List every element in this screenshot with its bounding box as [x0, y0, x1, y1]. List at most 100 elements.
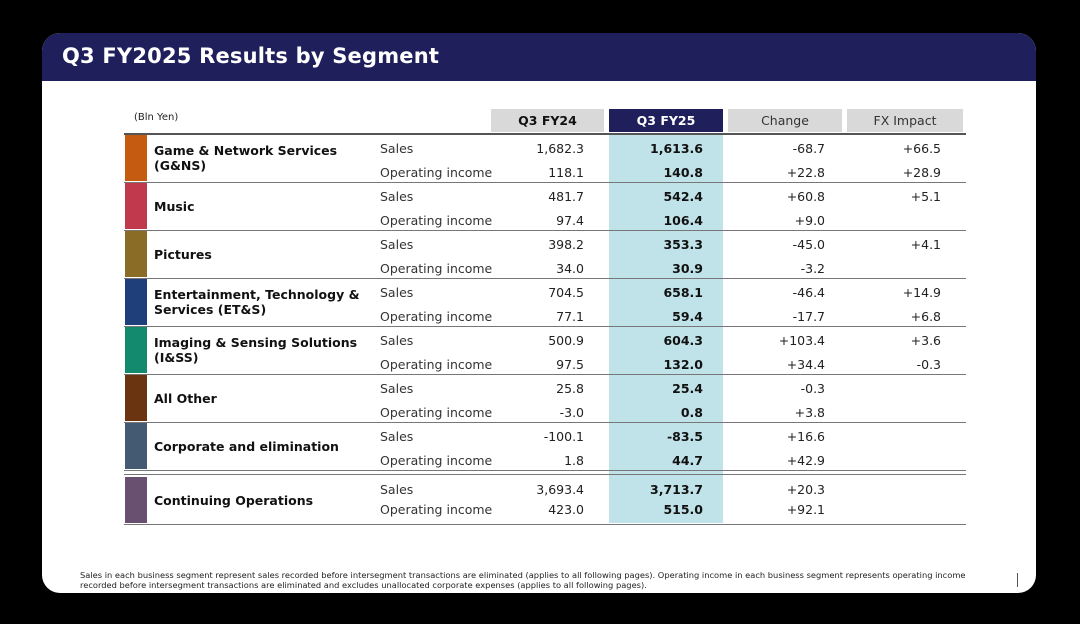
- value-change-music-sales: +60.8: [786, 189, 825, 204]
- value-change-corporate-and-elimination-sales: +16.6: [786, 429, 825, 444]
- segment-divider: [124, 182, 966, 183]
- title-bar: Q3 FY2025 Results by Segment: [42, 33, 1036, 81]
- value-fx-game-network-services-sales: +66.5: [902, 141, 941, 156]
- segment-divider: [124, 422, 966, 423]
- value-change-all-other-operating-income: +3.8: [794, 405, 825, 420]
- value-fy25-continuing-operations-sales: 3,713.7: [650, 482, 703, 497]
- value-fy24-entertainment-technology-sales: 704.5: [548, 285, 584, 300]
- value-change-game-network-services-operating-income: +22.8: [786, 165, 825, 180]
- value-fx-game-network-services-operating-income: +28.9: [902, 165, 941, 180]
- value-fy24-continuing-operations-sales: 3,693.4: [536, 482, 584, 497]
- value-fy25-game-network-services-operating-income: 140.8: [663, 165, 703, 180]
- column-header-fx-impact: FX Impact: [847, 109, 963, 132]
- row-label-sales: Sales: [380, 285, 414, 300]
- value-change-pictures-operating-income: -3.2: [800, 261, 825, 276]
- segment-color-swatch-entertainment-technology: [125, 279, 147, 325]
- value-fy24-music-sales: 481.7: [548, 189, 584, 204]
- segment-color-swatch-continuing-operations: [125, 477, 147, 523]
- value-fy25-game-network-services-sales: 1,613.6: [650, 141, 703, 156]
- segment-name-pictures: Pictures: [154, 246, 212, 262]
- value-fy24-corporate-and-elimination-operating-income: 1.8: [564, 453, 584, 468]
- segment-color-swatch-pictures: [125, 231, 147, 277]
- segment-color-swatch-corporate-and-elimination: [125, 423, 147, 469]
- value-fy24-game-network-services-sales: 1,682.3: [536, 141, 584, 156]
- edge-mark: [1017, 573, 1018, 587]
- column-header-change: Change: [728, 109, 842, 132]
- row-label-sales: Sales: [380, 141, 414, 156]
- segment-divider-double: [124, 474, 966, 475]
- unit-label: (Bln Yen): [134, 112, 179, 123]
- segment-name-music: Music: [154, 198, 195, 214]
- value-change-pictures-sales: -45.0: [792, 237, 825, 252]
- value-fy25-imaging-sensing-solutions-sales: 604.3: [663, 333, 703, 348]
- value-fy25-continuing-operations-operating-income: 515.0: [663, 502, 703, 517]
- row-label-operating-income: Operating income: [380, 261, 493, 276]
- row-label-operating-income: Operating income: [380, 213, 493, 228]
- value-change-imaging-sensing-solutions-operating-income: +34.4: [786, 357, 825, 372]
- slide: Q3 FY2025 Results by Segment (Bln Yen) Q…: [42, 33, 1036, 593]
- value-fx-imaging-sensing-solutions-operating-income: -0.3: [916, 357, 941, 372]
- row-label-sales: Sales: [380, 482, 414, 497]
- segment-divider: [124, 230, 966, 231]
- segment-color-swatch-all-other: [125, 375, 147, 421]
- segment-divider: [124, 374, 966, 375]
- value-change-continuing-operations-operating-income: +92.1: [786, 502, 825, 517]
- value-fx-music-sales: +5.1: [910, 189, 941, 204]
- value-fx-pictures-sales: +4.1: [910, 237, 941, 252]
- value-change-entertainment-technology-sales: -46.4: [792, 285, 825, 300]
- segment-divider: [124, 470, 966, 471]
- row-label-sales: Sales: [380, 237, 414, 252]
- segment-name-corporate-and-elimination: Corporate and elimination: [154, 438, 339, 454]
- value-fy24-pictures-operating-income: 34.0: [556, 261, 584, 276]
- segment-name-all-other: All Other: [154, 390, 217, 406]
- column-header-fy24: Q3 FY24: [491, 109, 604, 132]
- footnote: Sales in each business segment represent…: [80, 570, 966, 590]
- value-change-imaging-sensing-solutions-sales: +103.4: [778, 333, 825, 348]
- value-change-game-network-services-sales: -68.7: [792, 141, 825, 156]
- value-fy25-corporate-and-elimination-sales: -83.5: [666, 429, 703, 444]
- value-change-continuing-operations-sales: +20.3: [786, 482, 825, 497]
- row-label-sales: Sales: [380, 333, 414, 348]
- value-fy24-pictures-sales: 398.2: [548, 237, 584, 252]
- row-label-operating-income: Operating income: [380, 165, 493, 180]
- value-fy24-corporate-and-elimination-sales: -100.1: [543, 429, 584, 444]
- value-fy25-all-other-sales: 25.4: [672, 381, 703, 396]
- segment-divider: [124, 278, 966, 279]
- value-fy25-entertainment-technology-sales: 658.1: [663, 285, 703, 300]
- row-label-operating-income: Operating income: [380, 453, 493, 468]
- segment-name-entertainment-technology: Entertainment, Technology & Services (ET…: [154, 287, 360, 317]
- value-fy25-music-sales: 542.4: [663, 189, 703, 204]
- value-change-music-operating-income: +9.0: [794, 213, 825, 228]
- value-fx-entertainment-technology-operating-income: +6.8: [910, 309, 941, 324]
- segment-divider: [124, 326, 966, 327]
- row-label-sales: Sales: [380, 189, 414, 204]
- value-fy24-game-network-services-operating-income: 118.1: [548, 165, 584, 180]
- value-fy24-all-other-operating-income: -3.0: [559, 405, 584, 420]
- row-label-sales: Sales: [380, 429, 414, 444]
- fy25-column-highlight: [609, 135, 723, 523]
- value-change-entertainment-technology-operating-income: -17.7: [792, 309, 825, 324]
- row-label-operating-income: Operating income: [380, 502, 493, 517]
- table-top-rule: [124, 133, 966, 135]
- value-fy24-all-other-sales: 25.8: [556, 381, 584, 396]
- value-fy24-imaging-sensing-solutions-operating-income: 97.5: [556, 357, 584, 372]
- segment-name-continuing-operations: Continuing Operations: [154, 492, 314, 508]
- segment-color-swatch-game-network-services: [125, 135, 147, 181]
- value-fy24-music-operating-income: 97.4: [556, 213, 584, 228]
- value-fy24-continuing-operations-operating-income: 423.0: [548, 502, 584, 517]
- value-change-all-other-sales: -0.3: [800, 381, 825, 396]
- value-fy25-pictures-operating-income: 30.9: [672, 261, 703, 276]
- segment-color-swatch-imaging-sensing-solutions: [125, 327, 147, 373]
- row-label-operating-income: Operating income: [380, 405, 493, 420]
- value-fy25-imaging-sensing-solutions-operating-income: 132.0: [663, 357, 703, 372]
- row-label-operating-income: Operating income: [380, 309, 493, 324]
- column-header-fy25: Q3 FY25: [609, 109, 723, 132]
- page-title: Q3 FY2025 Results by Segment: [62, 44, 440, 68]
- value-fx-imaging-sensing-solutions-sales: +3.6: [910, 333, 941, 348]
- segment-color-swatch-music: [125, 183, 147, 229]
- value-fy25-music-operating-income: 106.4: [663, 213, 703, 228]
- segment-divider: [124, 524, 966, 525]
- segment-name-imaging-sensing-solutions: Imaging & Sensing Solutions (I&SS): [154, 335, 358, 365]
- value-fy25-entertainment-technology-operating-income: 59.4: [672, 309, 703, 324]
- value-fy25-pictures-sales: 353.3: [663, 237, 703, 252]
